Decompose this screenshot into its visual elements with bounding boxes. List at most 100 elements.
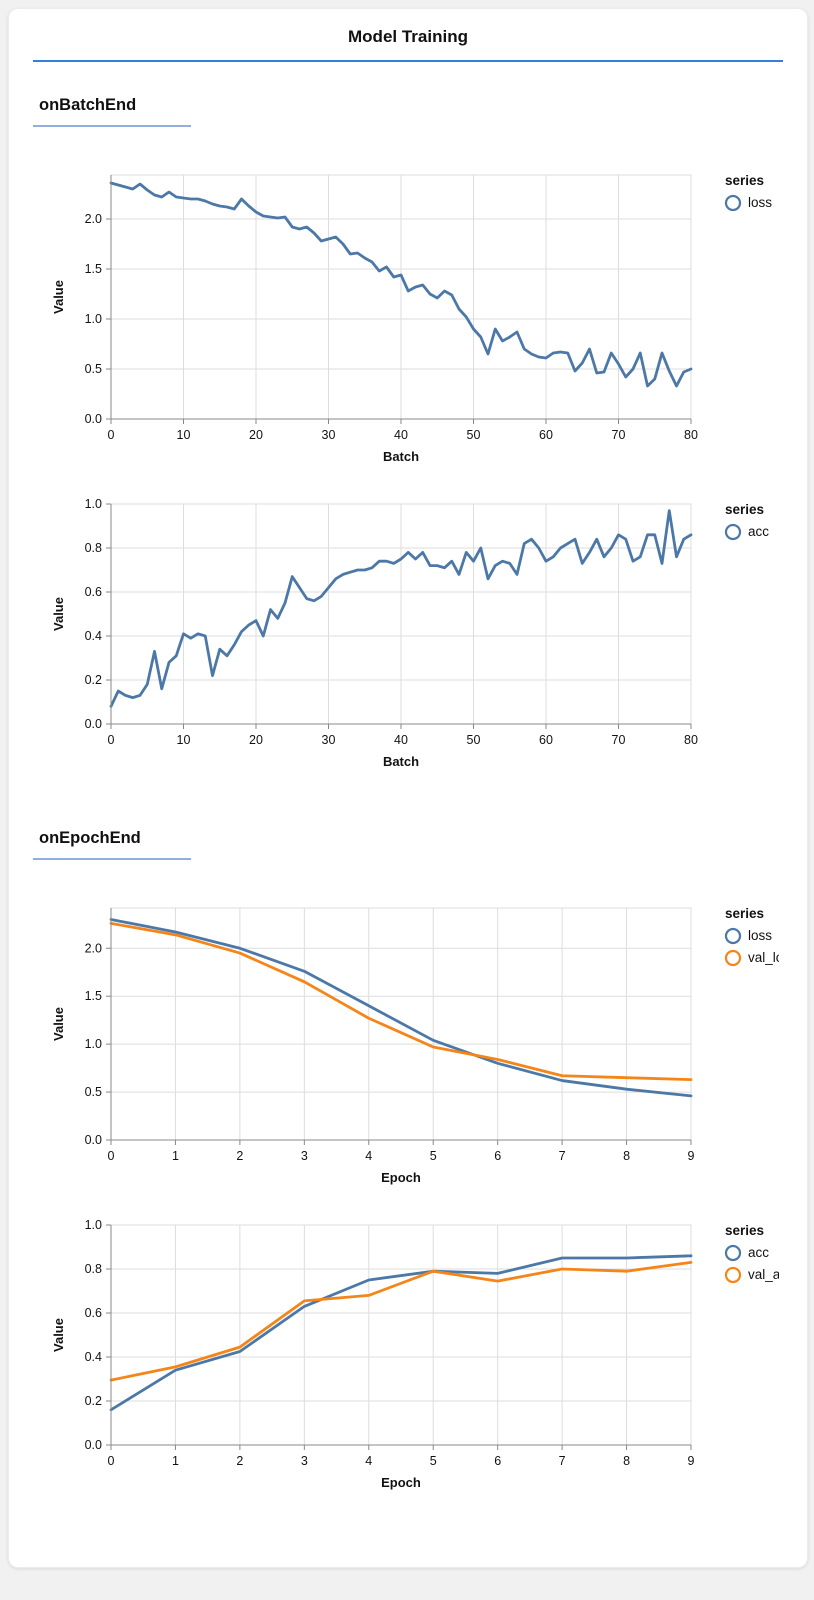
- chart-batch-loss: 0.0 0.5 1.0 1.5 2.0 Value 0 10 20 30 40 50 60 70 80 Bat…: [33, 161, 783, 478]
- svg-text:Batch: Batch: [383, 754, 419, 769]
- svg-text:20: 20: [249, 428, 263, 442]
- svg-text:Value: Value: [51, 280, 66, 314]
- svg-text:70: 70: [612, 733, 626, 747]
- svg-text:8: 8: [623, 1454, 630, 1468]
- svg-text:1: 1: [172, 1454, 179, 1468]
- legend-symbol-val_loss: [724, 949, 742, 967]
- svg-text:9: 9: [688, 1149, 695, 1163]
- chart-batch-acc: 0.0 0.2 0.4 0.6 0.8 1.0 Value 0 10 20 30 40 50 60 70 80…: [33, 490, 783, 783]
- svg-text:60: 60: [539, 733, 553, 747]
- svg-text:Epoch: Epoch: [381, 1475, 421, 1490]
- svg-text:0.2: 0.2: [85, 673, 102, 687]
- line-chart: 0.0 0.5 1.0 1.5 2.0 Value 0 1 2 3 4 5 6 7 8 9 Epoch serie…: [51, 906, 797, 1185]
- svg-text:0.6: 0.6: [85, 1306, 102, 1320]
- chart-epoch-loss: 0.0 0.5 1.0 1.5 2.0 Value 0 1 2 3 4 5 6 7 8 9 Epoch serie…: [33, 894, 797, 1199]
- svg-text:series: series: [725, 906, 764, 921]
- legend-symbol-loss: [724, 927, 742, 945]
- x-axis: 0 1 2 3 4 5 6 7 8 9 Epoch: [108, 1139, 695, 1185]
- svg-text:1: 1: [172, 1149, 179, 1163]
- svg-text:Value: Value: [51, 1007, 66, 1041]
- svg-text:70: 70: [612, 428, 626, 442]
- svg-text:7: 7: [559, 1149, 566, 1163]
- section-heading-onbatchend: onBatchEnd: [39, 96, 137, 114]
- chart-epoch-acc: 0.0 0.2 0.4 0.6 0.8 1.0 Value 0 1 2 3 4 5 6 7 8 9 Epoch se…: [33, 1211, 794, 1504]
- section-heading-onepochend: onEpochEnd: [39, 829, 141, 847]
- svg-text:6: 6: [494, 1149, 501, 1163]
- svg-text:40: 40: [394, 428, 408, 442]
- series-line-acc: [109, 509, 693, 708]
- x-axis: 0 10 20 30 40 50 60 70 80 Batch: [108, 418, 698, 464]
- svg-text:6: 6: [494, 1454, 501, 1468]
- svg-text:0.5: 0.5: [85, 362, 102, 376]
- y-axis: 0.0 0.2 0.4 0.6 0.8 1.0 Value: [51, 1218, 112, 1452]
- svg-text:2.0: 2.0: [85, 941, 102, 955]
- line-chart: 0.0 0.5 1.0 1.5 2.0 Value 0 10 20 30 40 50 60 70 80 Bat…: [51, 173, 772, 464]
- svg-text:0: 0: [108, 1149, 115, 1163]
- svg-text:4: 4: [365, 1454, 372, 1468]
- svg-text:series: series: [725, 502, 764, 517]
- svg-text:1.0: 1.0: [85, 1218, 102, 1232]
- svg-text:1.5: 1.5: [85, 989, 102, 1003]
- legend: series acc: [724, 502, 769, 541]
- svg-text:1.5: 1.5: [85, 262, 102, 276]
- svg-text:1.0: 1.0: [85, 497, 102, 511]
- svg-text:1.0: 1.0: [85, 312, 102, 326]
- svg-text:1.0: 1.0: [85, 1037, 102, 1051]
- svg-text:Epoch: Epoch: [381, 1170, 421, 1185]
- svg-text:Value: Value: [51, 1318, 66, 1352]
- svg-text:30: 30: [322, 428, 336, 442]
- svg-text:5: 5: [430, 1149, 437, 1163]
- svg-text:series: series: [725, 173, 764, 188]
- section-heading-underline: [33, 125, 191, 127]
- svg-text:0.6: 0.6: [85, 585, 102, 599]
- series-line-loss: [109, 181, 693, 388]
- svg-text:Value: Value: [51, 597, 66, 631]
- svg-text:60: 60: [539, 428, 553, 442]
- svg-text:0: 0: [108, 428, 115, 442]
- svg-text:50: 50: [467, 428, 481, 442]
- svg-text:0.5: 0.5: [85, 1085, 102, 1099]
- legend-label-val_loss: val_loss: [748, 950, 779, 965]
- svg-text:7: 7: [559, 1454, 566, 1468]
- section-onbatchend: onBatchEnd 0.0 0.5 1.0 1.5 2.0 Value 0 10 20 30 40…: [33, 96, 783, 783]
- y-axis: 0.0 0.5 1.0 1.5 2.0 Value: [51, 175, 112, 426]
- legend: series acc val_acc: [724, 1223, 794, 1284]
- model-training-card: Model Training onBatchEnd 0.0 0.5 1.0 1.5 2.…: [8, 8, 808, 1568]
- svg-text:0: 0: [108, 1454, 115, 1468]
- svg-text:0.0: 0.0: [85, 717, 102, 731]
- svg-text:0.4: 0.4: [85, 629, 102, 643]
- gridlines: [110, 174, 692, 420]
- gridlines: [110, 503, 692, 725]
- legend-symbol-acc: [724, 523, 742, 541]
- svg-text:2: 2: [236, 1149, 243, 1163]
- svg-text:8: 8: [623, 1149, 630, 1163]
- line-chart: 0.0 0.2 0.4 0.6 0.8 1.0 Value 0 1 2 3 4 5 6 7 8 9 Epoch se…: [51, 1218, 794, 1490]
- legend-symbol-val_acc: [724, 1266, 742, 1284]
- legend-label-loss: loss: [748, 928, 772, 943]
- svg-text:80: 80: [684, 733, 698, 747]
- legend-symbol-loss: [724, 194, 742, 212]
- series-line-val_loss: [109, 921, 693, 1082]
- svg-text:0.0: 0.0: [85, 1133, 102, 1147]
- legend-symbol-acc: [724, 1244, 742, 1262]
- svg-text:50: 50: [467, 733, 481, 747]
- page-title: Model Training: [348, 27, 468, 46]
- svg-text:0: 0: [108, 733, 115, 747]
- svg-text:0.2: 0.2: [85, 1394, 102, 1408]
- section-onepochend: onEpochEnd 0.0 0.5 1.0 1.5 2.0 Value 0 1 2 3 4 5 6 7 8…: [33, 829, 797, 1504]
- legend-label-val_acc: val_acc: [748, 1267, 779, 1282]
- svg-text:80: 80: [684, 428, 698, 442]
- svg-text:2.0: 2.0: [85, 212, 102, 226]
- legend: series loss: [724, 173, 772, 212]
- svg-text:3: 3: [301, 1454, 308, 1468]
- svg-text:10: 10: [177, 428, 191, 442]
- legend-label-acc: acc: [748, 1245, 769, 1260]
- legend-label-loss: loss: [748, 195, 772, 210]
- x-axis: 0 1 2 3 4 5 6 7 8 9 Epoch: [108, 1444, 695, 1490]
- title-underline: [33, 60, 783, 62]
- svg-text:0.4: 0.4: [85, 1350, 102, 1364]
- line-chart: 0.0 0.2 0.4 0.6 0.8 1.0 Value 0 10 20 30 40 50 60 70 80…: [51, 497, 769, 769]
- svg-text:5: 5: [430, 1454, 437, 1468]
- y-axis: 0.0 0.5 1.0 1.5 2.0 Value: [51, 908, 112, 1147]
